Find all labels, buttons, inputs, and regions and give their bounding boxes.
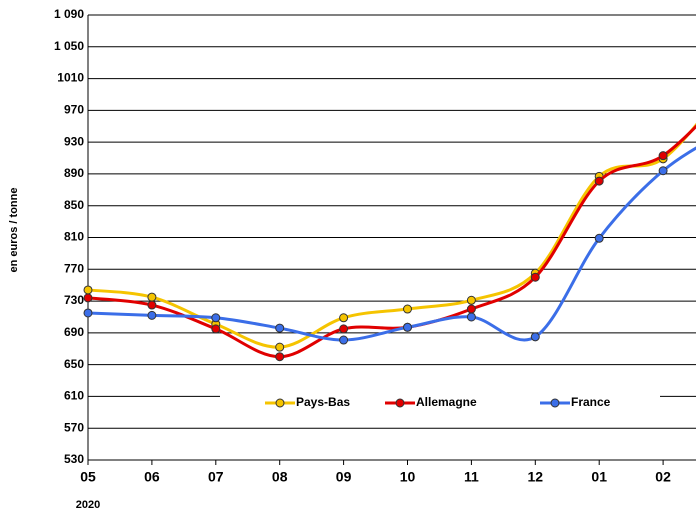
- point: [275, 323, 285, 333]
- y-tick-label: 690: [64, 325, 84, 339]
- point: [530, 272, 540, 282]
- point: [147, 310, 157, 320]
- x-tick-label: 12: [528, 469, 544, 485]
- x-tick-label: 01: [591, 469, 607, 485]
- x-tick-label: 06: [144, 469, 160, 485]
- point: [339, 335, 349, 345]
- y-tick-label: 930: [64, 134, 84, 148]
- y-tick-label: 610: [64, 389, 84, 403]
- x-tick-label: 09: [336, 469, 352, 485]
- x-tick-label: 02: [655, 469, 671, 485]
- y-tick-label: 770: [64, 261, 84, 275]
- legend-label: France: [571, 395, 611, 409]
- point: [658, 166, 668, 176]
- y-tick-label: 970: [64, 103, 84, 117]
- point: [211, 313, 221, 323]
- point: [466, 312, 476, 322]
- legend: Pays-Bas Allemagne France: [220, 388, 660, 418]
- point: [275, 342, 285, 352]
- x-tick-label: 08: [272, 469, 288, 485]
- point: [594, 176, 604, 186]
- point: [83, 293, 93, 303]
- legend-label: Allemagne: [416, 395, 477, 409]
- legend-marker: [550, 398, 560, 408]
- y-tick-label: 570: [64, 420, 84, 434]
- y-tick-label: 850: [64, 198, 84, 212]
- y-tick-label: 810: [64, 230, 84, 244]
- point: [530, 332, 540, 342]
- y-tick-label: 1 050: [54, 39, 84, 53]
- legend-label: Pays-Bas: [296, 395, 350, 409]
- y-tick-label: 890: [64, 166, 84, 180]
- point: [147, 300, 157, 310]
- x-tick-label: 11: [464, 469, 479, 485]
- point: [275, 352, 285, 362]
- point: [466, 304, 476, 314]
- point: [658, 151, 668, 161]
- point: [594, 233, 604, 243]
- point: [403, 304, 412, 314]
- y-tick-label: 530: [64, 452, 84, 466]
- point: [466, 295, 476, 305]
- series-line: [87, 122, 696, 349]
- y-tick-label: 730: [64, 293, 84, 307]
- point: [83, 308, 93, 318]
- point: [339, 324, 349, 334]
- y-tick-label: 650: [64, 357, 84, 371]
- point: [339, 313, 349, 323]
- point: [211, 324, 221, 334]
- y-tick-label: 1010: [57, 71, 84, 85]
- y-tick-label: 1 090: [54, 7, 84, 21]
- legend-marker: [275, 398, 285, 408]
- x-tick-label: 07: [208, 469, 224, 485]
- x-tick-label: 05: [80, 469, 96, 485]
- point: [403, 322, 412, 332]
- point: [83, 285, 93, 295]
- year-label: 2020: [76, 499, 100, 510]
- series-line: [87, 146, 696, 342]
- x-tick-label: 10: [400, 469, 416, 485]
- legend-marker: [395, 398, 405, 408]
- point: [147, 292, 157, 302]
- y-axis-label: en euros / tonne: [8, 188, 20, 273]
